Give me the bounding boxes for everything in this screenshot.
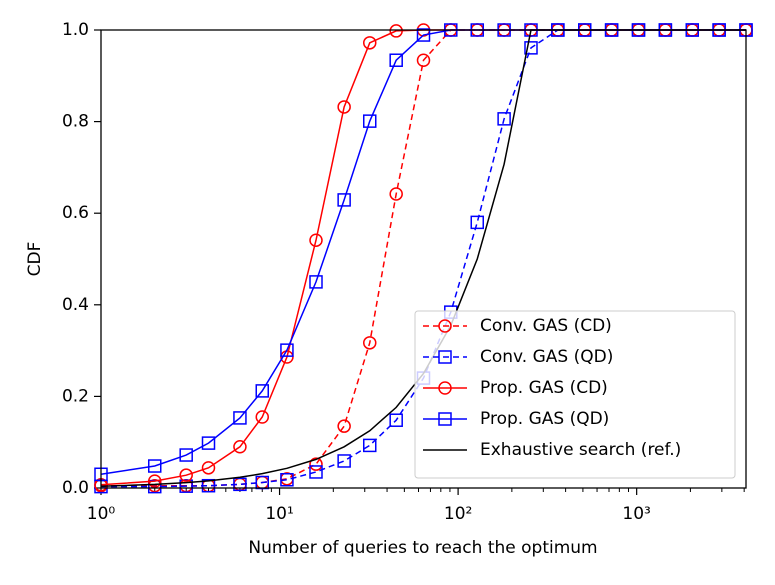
y-tick-label: 0.0 [62,478,89,498]
marker [280,343,294,357]
marker [309,465,323,479]
marker [179,468,193,482]
marker [148,474,162,488]
marker [201,461,216,475]
y-tick-label: 0.6 [62,203,89,223]
plot-frame [100,29,747,489]
marker [497,112,511,126]
marker [416,53,431,67]
series-line [101,29,746,488]
marker [524,41,538,55]
marker [201,478,216,493]
marker [255,410,269,424]
marker [337,419,351,433]
x-axis-label: Number of queries to reach the optimum [248,538,597,558]
marker [280,473,294,487]
marker [179,479,193,493]
marker [309,457,323,471]
marker [389,187,403,201]
legend-label: Conv. GAS (QD) [480,347,613,367]
marker [363,336,377,350]
marker [337,100,351,114]
marker [255,384,269,398]
marker [416,28,431,42]
marker [309,275,323,289]
legend-label: Exhaustive search (ref.) [480,440,681,460]
marker [148,459,162,473]
x-tick-label: 10² [444,504,472,524]
legend-box [414,310,736,479]
legend-label: Prop. GAS (CD) [480,378,608,398]
marker [389,24,403,38]
marker [233,411,247,425]
marker [179,448,193,462]
legend-marker [438,412,452,426]
marker [389,413,403,427]
legend-marker [438,381,452,395]
marker [201,436,216,450]
x-tick-label: 10³ [622,504,650,524]
marker [233,440,247,454]
y-tick-label: 0.4 [62,295,89,315]
marker [309,233,323,247]
marker [363,36,377,50]
legend-marker [438,319,452,333]
marker [233,477,247,492]
marker [470,215,484,230]
y-tick-label: 0.2 [62,386,89,406]
y-tick-label: 1.0 [62,20,89,40]
marker [363,438,377,453]
x-tick-label: 10⁰ [87,504,116,524]
y-axis-label: CDF [25,242,45,277]
x-tick-label: 10¹ [265,504,293,524]
legend-marker [438,350,452,364]
legend-label: Prop. GAS (QD) [480,409,609,429]
marker [363,114,377,128]
y-tick-label: 0.8 [62,112,89,132]
legend-label: Conv. GAS (CD) [480,316,612,336]
marker [389,53,403,67]
marker [337,454,351,468]
marker [337,193,351,207]
